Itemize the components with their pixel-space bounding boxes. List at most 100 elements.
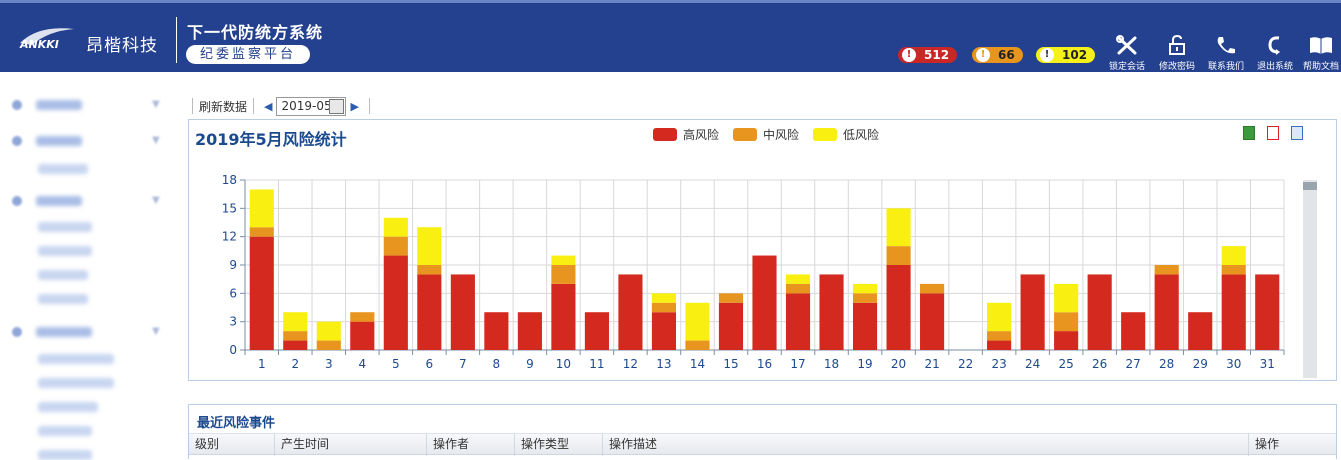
change-password-button[interactable]: 修改密码 — [1152, 35, 1202, 72]
sidebar-subitem[interactable] — [38, 294, 88, 304]
x-tick-label: 10 — [556, 357, 571, 371]
medium-risk-alert-badge[interactable]: ! 66 — [972, 47, 1023, 63]
x-tick-label: 4 — [358, 357, 366, 371]
high-risk-alert-badge[interactable]: ! 512 — [898, 47, 958, 63]
bar-segment-high — [987, 340, 1012, 350]
sidebar-subitem[interactable] — [38, 164, 88, 174]
contact-us-button[interactable]: 联系我们 — [1201, 35, 1251, 72]
lock-session-label: 锁定会话 — [1108, 62, 1145, 72]
column-header-action[interactable]: 操作 — [1248, 434, 1336, 456]
help-docs-button[interactable]: 帮助文档 — [1296, 35, 1341, 72]
pdf-export-icon[interactable] — [1267, 126, 1279, 140]
legend-swatch — [813, 128, 838, 141]
x-tick-label: 7 — [459, 357, 467, 371]
chart-title: 2019年5月风险统计 — [195, 130, 347, 149]
x-tick-label: 1 — [258, 357, 266, 371]
low-risk-alert-badge[interactable]: ! 102 — [1036, 47, 1096, 63]
logout-label: 退出系统 — [1256, 62, 1293, 72]
logout-button[interactable]: 退出系统 — [1250, 35, 1300, 72]
bar-segment-low — [1054, 283, 1079, 313]
legend-item-medium[interactable]: 中风险 — [733, 126, 799, 143]
y-tick-label: 6 — [229, 286, 237, 300]
sidebar-subitem[interactable] — [38, 354, 114, 364]
x-tick-label: 18 — [824, 357, 839, 371]
bar-segment-medium — [886, 246, 911, 265]
bar-segment-medium — [1154, 265, 1179, 275]
excel-export-icon[interactable] — [1243, 126, 1255, 140]
x-tick-label: 29 — [1193, 357, 1208, 371]
sidebar-item[interactable] — [12, 195, 82, 207]
chevron-down-icon: ▼ — [152, 326, 160, 337]
column-header-level[interactable]: 级别 — [195, 437, 220, 451]
x-tick-label: 8 — [493, 357, 501, 371]
prev-month-icon[interactable]: ◀ — [264, 99, 273, 113]
brand-name: 昂楷科技 — [86, 36, 158, 56]
toolbar-separator — [368, 98, 370, 114]
sidebar-nav: ▼ ▼ ▼ ▼ — [0, 72, 178, 460]
sidebar-item[interactable] — [12, 135, 82, 147]
bar-segment-high — [785, 293, 811, 350]
high-risk-count: 512 — [924, 48, 950, 62]
system-subtitle: 纪委监察平台 — [186, 45, 311, 64]
y-tick-label: 18 — [222, 173, 237, 187]
bar-segment-low — [283, 312, 308, 332]
bar-segment-high — [718, 302, 744, 350]
logo-text: ANKKI — [19, 38, 59, 51]
bar-segment-high — [450, 274, 475, 350]
bar-segment-high — [618, 274, 643, 350]
bar-segment-low — [886, 208, 911, 247]
sidebar-subitem[interactable] — [38, 378, 114, 388]
sidebar-subitem[interactable] — [38, 222, 92, 232]
logout-icon — [1268, 36, 1280, 55]
month-picker-input[interactable]: 2019-05 — [276, 96, 347, 116]
word-export-icon[interactable] — [1291, 126, 1303, 140]
x-tick-label: 21 — [924, 357, 939, 371]
sidebar-subitem[interactable] — [38, 402, 98, 412]
y-tick-label: 0 — [229, 343, 237, 357]
bar-segment-high — [584, 312, 609, 350]
refresh-data-button[interactable]: 刷新数据 — [199, 99, 248, 114]
column-header-time[interactable]: 产生时间 — [274, 434, 426, 456]
chevron-down-icon: ▼ — [152, 195, 160, 206]
column-header-operator[interactable]: 操作者 — [426, 434, 514, 456]
system-title: 下一代防统方系统 — [187, 23, 324, 42]
chart-scrollbar[interactable] — [1303, 180, 1317, 378]
next-month-icon[interactable]: ▶ — [350, 99, 359, 113]
column-header-op-type[interactable]: 操作类型 — [514, 434, 602, 456]
help-docs-label: 帮助文档 — [1302, 62, 1339, 72]
y-tick-label: 9 — [229, 258, 237, 272]
bar-segment-medium — [852, 293, 878, 303]
x-tick-label: 5 — [392, 357, 400, 371]
bar-segment-low — [417, 227, 442, 265]
x-tick-label: 25 — [1059, 357, 1074, 371]
sidebar-subitem[interactable] — [38, 450, 92, 460]
bar-segment-medium — [1221, 265, 1246, 275]
phone-icon — [1217, 37, 1235, 54]
bar-segment-medium — [283, 331, 308, 341]
x-tick-label: 26 — [1092, 357, 1107, 371]
sidebar-item[interactable] — [12, 99, 82, 111]
scrollbar-thumb[interactable] — [1303, 182, 1317, 190]
bar-segment-high — [1087, 274, 1112, 350]
legend-item-low[interactable]: 低风险 — [813, 126, 879, 143]
month-value: 2019-05 — [281, 98, 332, 113]
bar-segment-medium — [249, 227, 274, 237]
sidebar-subitem[interactable] — [38, 270, 88, 280]
legend-swatch — [733, 128, 758, 141]
app-header: ANKKI 昂楷科技 下一代防统方系统 纪委监察平台 ! 512 ! 66 ! … — [0, 0, 1341, 72]
x-tick-label: 23 — [991, 357, 1006, 371]
bar-segment-medium — [350, 312, 375, 322]
sidebar-subitem[interactable] — [38, 426, 92, 436]
low-risk-count: 102 — [1062, 48, 1088, 62]
bar-segment-high — [417, 274, 442, 350]
legend-label: 中风险 — [763, 128, 800, 142]
bar-segment-low — [651, 293, 677, 303]
x-tick-label: 22 — [958, 357, 973, 371]
column-header-description[interactable]: 操作描述 — [602, 434, 1248, 456]
sidebar-subitem[interactable] — [38, 246, 92, 256]
bar-segment-high — [1188, 312, 1213, 350]
lock-session-button[interactable]: 锁定会话 — [1102, 35, 1152, 72]
legend-item-high[interactable]: 高风险 — [653, 126, 719, 143]
calendar-icon[interactable] — [329, 98, 345, 114]
sidebar-item[interactable] — [12, 326, 92, 338]
